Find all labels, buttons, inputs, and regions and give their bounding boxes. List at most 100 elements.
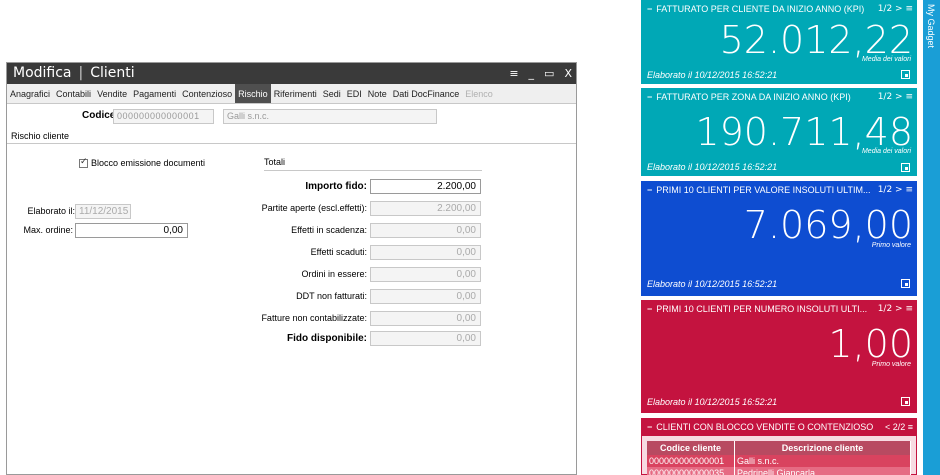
menu-icon[interactable]: ≡ xyxy=(905,92,913,102)
grid-pager[interactable]: < 2/2 ≡ xyxy=(885,418,913,436)
collapse-icon[interactable]: − xyxy=(647,304,653,314)
fido-disponibile-label: Fido disponibile: xyxy=(287,333,367,344)
kpi-gadget-insoluti-numero[interactable]: − PRIMI 10 CLIENTI PER NUMERO INSOLUTI UL… xyxy=(641,300,917,413)
elaborato-field: 11/12/2015 xyxy=(75,204,131,219)
table-row[interactable]: 000000000000001 Galli s.n.c. xyxy=(647,455,911,467)
blocco-checkbox[interactable] xyxy=(79,156,88,168)
importo-fido-label: Importo fido: xyxy=(305,181,367,192)
grid-title: CLIENTI CON BLOCCO VENDITE O CONTENZIOSO xyxy=(656,422,874,432)
grid-column-headers: Codice cliente Descrizione cliente xyxy=(647,441,911,455)
fatture-label: Fatture non contabilizzate: xyxy=(261,313,367,323)
kpi-subtitle: Primo valore xyxy=(871,242,911,249)
kpi-pager-label[interactable]: 1/2 > xyxy=(877,4,903,14)
close-icon[interactable]: X xyxy=(564,67,572,80)
kpi-pager-label[interactable]: 1/2 > xyxy=(877,304,903,314)
kpi-value: 1,00 xyxy=(828,322,913,366)
expand-icon[interactable] xyxy=(901,163,910,172)
tab-note[interactable]: Note xyxy=(367,89,387,99)
collapse-icon[interactable]: − xyxy=(647,185,653,195)
menu-icon[interactable]: ≡ xyxy=(905,4,913,14)
totali-divider xyxy=(264,170,482,171)
gadget-sidebar[interactable] xyxy=(923,0,940,475)
max-ordine-input[interactable]: 0,00 xyxy=(75,223,188,238)
kpi-subtitle: Media dei valori xyxy=(861,148,911,155)
tab-dati-docfinance[interactable]: Dati DocFinance xyxy=(392,89,460,99)
importo-fido-input[interactable]: 2.200,00 xyxy=(370,179,481,194)
menu-icon[interactable]: ≡ xyxy=(905,185,913,195)
kpi-gadget-fatturato-zona[interactable]: − FATTURATO PER ZONA DA INIZIO ANNO (KPI)… xyxy=(641,88,917,176)
expand-icon[interactable] xyxy=(901,70,910,79)
tab-edi[interactable]: EDI xyxy=(346,89,362,99)
kpi-footer: Elaborato il 10/12/2015 16:52:21 xyxy=(647,279,778,289)
grid-pager-label[interactable]: < 2/2 xyxy=(884,422,906,432)
tab-pagamenti[interactable]: Pagamenti xyxy=(133,89,177,99)
effetti-scadenza-label: Effetti in scadenza: xyxy=(291,225,367,235)
elaborato-label: Elaborato il: xyxy=(27,206,75,216)
maximize-icon[interactable]: ▭ xyxy=(544,67,555,80)
tab-sedi[interactable]: Sedi xyxy=(322,89,341,99)
effetti-scaduti-field: 0,00 xyxy=(370,245,481,260)
kpi-value: 7.069,00 xyxy=(743,203,913,247)
kpi-subtitle: Media dei valori xyxy=(861,56,911,63)
totali-heading: Totali xyxy=(264,157,286,167)
fido-disponibile-field: 0,00 xyxy=(370,331,481,346)
kpi-gadget-insoluti-valore[interactable]: − PRIMI 10 CLIENTI PER VALORE INSOLUTI UL… xyxy=(641,181,917,296)
column-header-descrizione[interactable]: Descrizione cliente xyxy=(735,441,911,455)
partite-aperte-label: Partite aperte (escl.effetti): xyxy=(261,203,367,213)
tab-riferimenti[interactable]: Riferimenti xyxy=(273,89,317,99)
tab-anagrafici[interactable]: Anagrafici xyxy=(10,89,51,99)
kpi-pager-label[interactable]: 1/2 > xyxy=(877,185,903,195)
tab-contabili[interactable]: Contabili xyxy=(56,89,92,99)
grid-gadget-blocco-vendite[interactable]: − CLIENTI CON BLOCCO VENDITE O CONTENZIOS… xyxy=(641,418,917,475)
cell-descrizione: Pedrinelli Giancarla xyxy=(735,467,911,475)
kpi-footer: Elaborato il 10/12/2015 16:52:21 xyxy=(647,397,778,407)
descrizione-field: Galli s.n.c. xyxy=(223,109,437,124)
collapse-icon[interactable]: − xyxy=(647,92,653,102)
table-row[interactable]: 000000000000035 Pedrinelli Giancarla xyxy=(647,467,911,475)
window-subtitle: Clienti xyxy=(90,65,135,81)
kpi-subtitle: Primo valore xyxy=(871,361,911,368)
kpi-title: FATTURATO PER CLIENTE DA INIZIO ANNO (KP… xyxy=(656,4,865,14)
kpi-pager[interactable]: 1/2 > ≡ xyxy=(878,300,913,318)
expand-icon[interactable] xyxy=(901,279,910,288)
kpi-title: FATTURATO PER ZONA DA INIZIO ANNO (KPI) xyxy=(656,92,851,102)
cell-descrizione: Galli s.n.c. xyxy=(735,455,911,467)
tab-contenzioso[interactable]: Contenzioso xyxy=(182,89,233,99)
max-ordine-label: Max. ordine: xyxy=(23,225,73,235)
kpi-footer: Elaborato il 10/12/2015 16:52:21 xyxy=(647,162,778,172)
kpi-value: 52.012,22 xyxy=(719,18,913,62)
collapse-icon[interactable]: − xyxy=(647,422,653,432)
kpi-header: − FATTURATO PER CLIENTE DA INIZIO ANNO (K… xyxy=(641,0,917,18)
kpi-header: − PRIMI 10 CLIENTI PER NUMERO INSOLUTI UL… xyxy=(641,300,917,318)
tab-elenco: Elenco xyxy=(465,89,493,99)
kpi-pager[interactable]: 1/2 > ≡ xyxy=(878,181,913,199)
kpi-title: PRIMI 10 CLIENTI PER VALORE INSOLUTI ULT… xyxy=(656,185,871,195)
menu-icon[interactable]: ≡ xyxy=(907,422,913,432)
collapse-icon[interactable]: − xyxy=(647,4,653,14)
column-header-codice[interactable]: Codice cliente xyxy=(647,441,735,455)
kpi-gadget-fatturato-cliente[interactable]: − FATTURATO PER CLIENTE DA INIZIO ANNO (K… xyxy=(641,0,917,84)
kpi-pager-label[interactable]: 1/2 > xyxy=(877,92,903,102)
section-title: Rischio cliente xyxy=(11,131,70,141)
kpi-title: PRIMI 10 CLIENTI PER NUMERO INSOLUTI ULT… xyxy=(656,304,868,314)
ddt-label: DDT non fatturati: xyxy=(296,291,367,301)
minimize-icon[interactable]: _ xyxy=(528,67,535,80)
gadget-sidebar-label: My Gadget xyxy=(926,4,936,49)
kpi-pager[interactable]: 1/2 > ≡ xyxy=(878,0,913,18)
kpi-pager[interactable]: 1/2 > ≡ xyxy=(878,88,913,106)
menu-icon[interactable]: ≡ xyxy=(905,304,913,314)
codice-field: 000000000000001 xyxy=(113,109,214,124)
clienti-window: Modifica | Clienti ≡ _ ▭ X Anagrafici Cont… xyxy=(6,62,577,475)
effetti-scaduti-label: Effetti scaduti: xyxy=(310,247,367,257)
kpi-value: 190.711,48 xyxy=(695,110,913,154)
effetti-scadenza-field: 0,00 xyxy=(370,223,481,238)
blocco-checkbox-row[interactable]: Blocco emissione documenti xyxy=(79,156,205,168)
expand-icon[interactable] xyxy=(901,397,910,406)
window-title: Modifica xyxy=(13,65,72,81)
ordini-field: 0,00 xyxy=(370,267,481,282)
tab-vendite[interactable]: Vendite xyxy=(97,89,128,99)
tab-rischio[interactable]: Rischio xyxy=(235,84,271,103)
menu-icon[interactable]: ≡ xyxy=(509,67,519,80)
ordini-label: Ordini in essere: xyxy=(301,269,367,279)
cell-codice: 000000000000035 xyxy=(647,467,735,475)
